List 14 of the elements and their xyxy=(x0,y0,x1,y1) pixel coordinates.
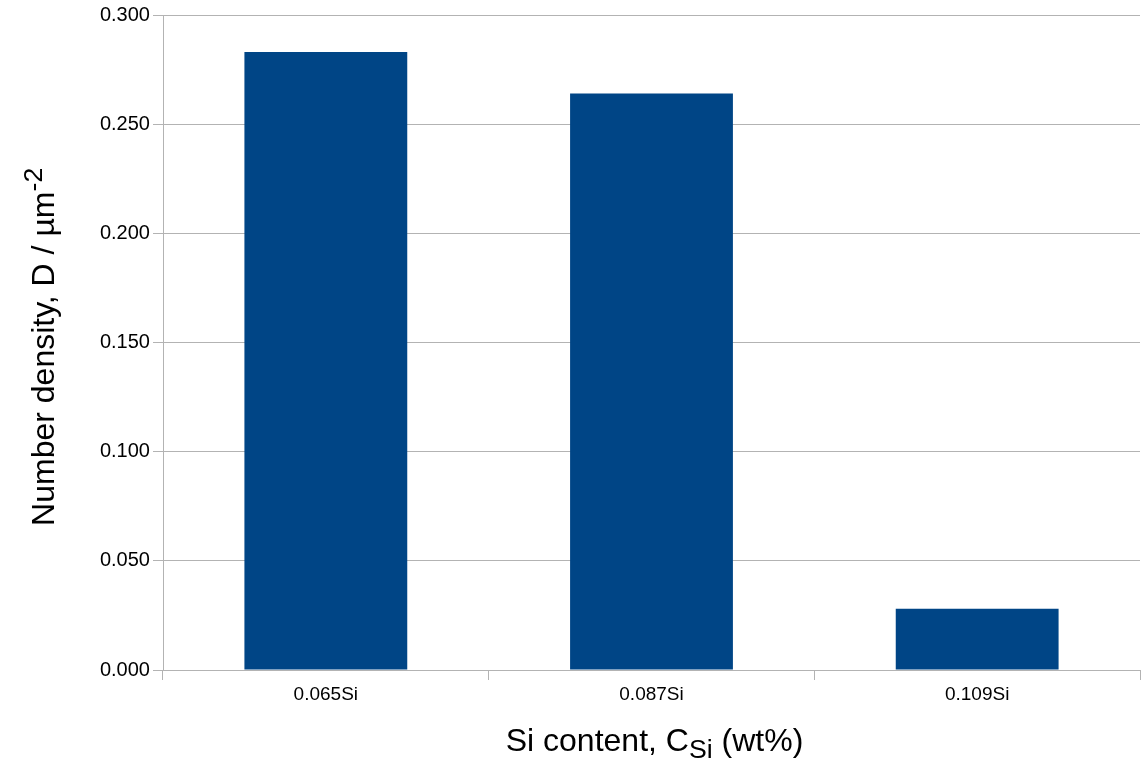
y-tick-label: 0.300 xyxy=(99,2,150,25)
x-tick-label: 0.087Si xyxy=(619,682,684,704)
y-tick-label: 0.100 xyxy=(99,439,150,462)
x-axis-title: Si content, C$_{Si}$ (wt%) xyxy=(504,722,805,766)
bar xyxy=(895,608,1059,670)
x-tick-label: 0.065Si xyxy=(293,682,359,704)
x-tick-label: 0.109Si xyxy=(944,682,1010,704)
y-tick-label: 0.150 xyxy=(99,330,150,353)
y-tick-label: 0.050 xyxy=(99,548,150,571)
bar xyxy=(244,52,408,670)
bar xyxy=(570,93,733,670)
y-tick-label: 0.250 xyxy=(99,111,150,134)
y-tick-label: 0.000 xyxy=(99,657,150,680)
y-tick-label: 0.200 xyxy=(99,220,150,243)
